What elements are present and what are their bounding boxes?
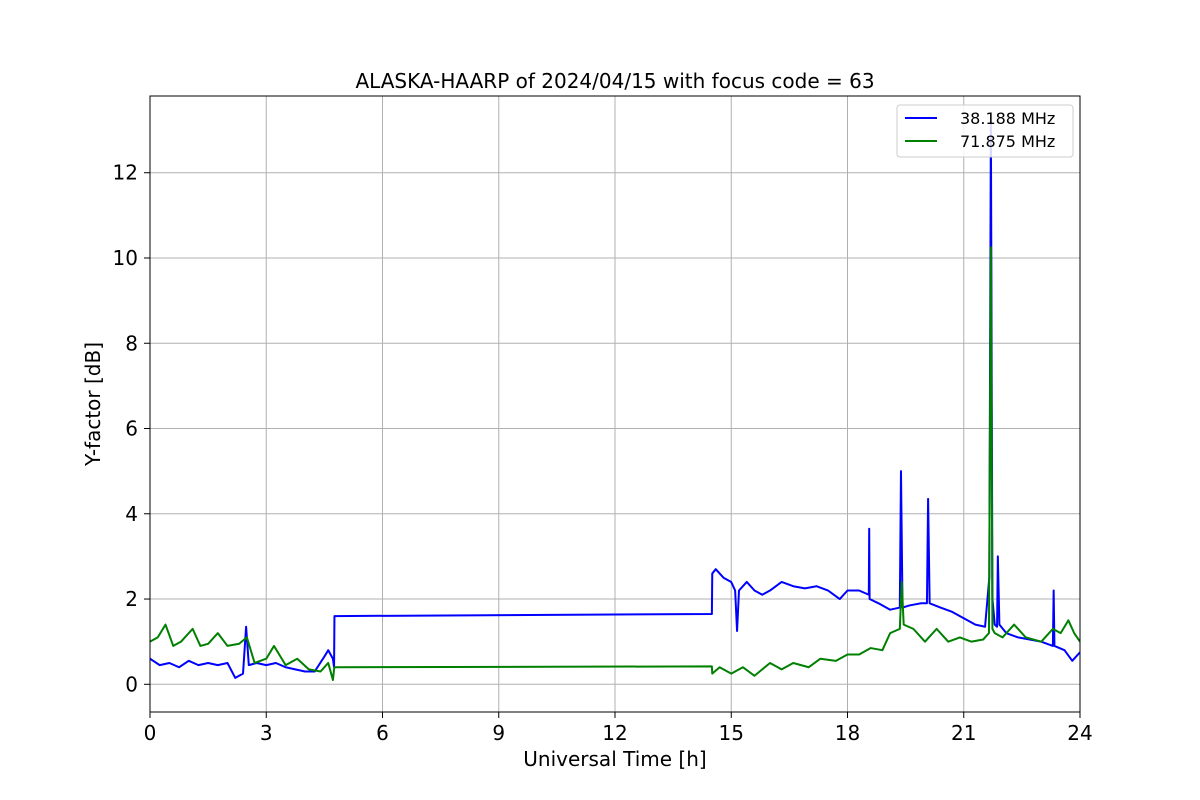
legend-label: 71.875 MHz <box>960 132 1055 151</box>
legend-label: 38.188 MHz <box>960 109 1055 128</box>
y-tick-label: 10 <box>113 246 138 270</box>
x-tick-label: 9 <box>492 721 505 745</box>
legend: 38.188 MHz 71.875 MHz <box>896 104 1074 158</box>
series-layer <box>150 120 1080 682</box>
y-tick-label: 8 <box>125 331 138 355</box>
y-tick-label: 4 <box>125 502 138 526</box>
legend-box <box>896 104 1074 158</box>
y-tick-label: 0 <box>125 672 138 696</box>
x-tick-label: 0 <box>144 721 157 745</box>
x-tick-label: 3 <box>260 721 273 745</box>
x-tick-label: 6 <box>376 721 389 745</box>
x-tick-label: 21 <box>951 721 976 745</box>
y-tick-label: 6 <box>125 417 138 441</box>
y-tick-label: 12 <box>113 161 138 185</box>
series-line-1 <box>150 246 1080 682</box>
y-tick-label: 2 <box>125 587 138 611</box>
x-tick-label: 18 <box>835 721 860 745</box>
x-tick-label: 12 <box>602 721 627 745</box>
x-axis-label: Universal Time [h] <box>523 747 706 771</box>
x-tick-label: 24 <box>1067 721 1092 745</box>
series-line-0 <box>150 120 1080 679</box>
x-tick-label: 15 <box>719 721 744 745</box>
chart-title: ALASKA-HAARP of 2024/04/15 with focus co… <box>355 69 874 93</box>
y-axis-label: Y-factor [dB] <box>81 342 105 467</box>
